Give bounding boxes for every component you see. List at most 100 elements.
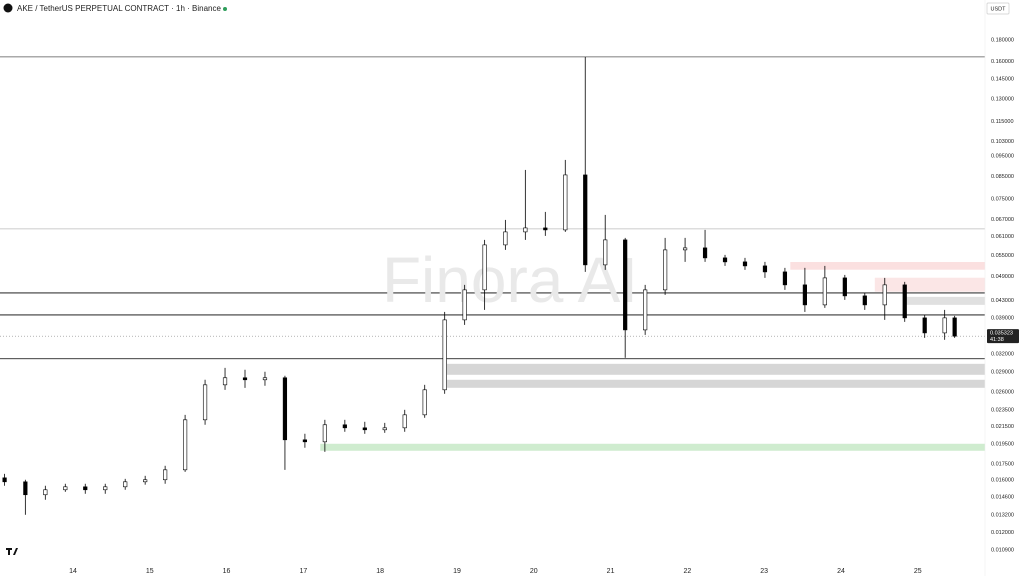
candle-body [682, 247, 688, 251]
candle-body [583, 174, 588, 266]
x-tick-label: 21 [607, 568, 615, 575]
candle-body [503, 231, 508, 246]
candle-body [402, 414, 407, 429]
y-tick-label: 0.012000 [991, 530, 1014, 536]
x-tick-label: 19 [453, 568, 461, 575]
currency-button[interactable] [986, 2, 1010, 15]
candle-body [942, 317, 947, 334]
candle-body [902, 284, 907, 319]
last-price-box [987, 329, 1019, 344]
candle-body [422, 389, 427, 416]
y-tick-label: 0.032000 [991, 352, 1014, 358]
candle-body [802, 284, 807, 306]
y-tick-label: 0.017500 [991, 461, 1014, 467]
y-tick-label: 0.043000 [991, 298, 1014, 304]
watermark: Finora AI [382, 244, 638, 316]
zone [446, 379, 985, 388]
candle-body [762, 265, 768, 273]
candle-body [482, 244, 487, 291]
candle-body [462, 289, 467, 321]
candle-body [862, 295, 867, 306]
candle-body [563, 174, 568, 231]
candle-body [822, 277, 827, 306]
candle-body [922, 317, 927, 334]
x-tick-label: 18 [376, 568, 384, 575]
candle-body [302, 439, 308, 443]
y-tick-label: 0.026000 [991, 389, 1014, 395]
candle-body [63, 486, 68, 491]
candle-body [543, 227, 548, 231]
y-tick-label: 0.075000 [991, 197, 1014, 203]
currency-label[interactable]: USDT [991, 6, 1007, 12]
x-tick-label: 20 [530, 568, 538, 575]
candle-body [202, 384, 208, 421]
x-tick-label: 14 [69, 568, 77, 575]
y-tick-label: 0.180000 [991, 37, 1014, 43]
y-tick-label: 0.095000 [991, 154, 1014, 160]
candle-body [623, 239, 628, 331]
y-tick-label: 0.014600 [991, 494, 1014, 500]
candle-body [262, 377, 268, 381]
symbol-icon[interactable] [3, 3, 13, 13]
x-tick-label: 17 [299, 568, 307, 575]
x-tick-label: 24 [837, 568, 845, 575]
y-tick-label: 0.010900 [991, 547, 1014, 553]
chart-title[interactable]: AKE / TetherUS PERPETUAL CONTRACT · 1h ·… [17, 4, 221, 13]
y-tick-label: 0.021500 [991, 424, 1014, 430]
tradingview-logo[interactable] [6, 548, 18, 555]
candle-body [742, 261, 748, 267]
x-tick-label: 23 [760, 568, 768, 575]
y-tick-label: 0.055000 [991, 253, 1014, 259]
zone [874, 277, 985, 292]
y-tick-label: 0.067000 [991, 217, 1014, 223]
y-tick-label: 0.103000 [991, 139, 1014, 145]
candle-body [83, 486, 88, 491]
candle-body [663, 249, 668, 291]
y-tick-label: 0.145000 [991, 77, 1014, 83]
x-tick-label: 22 [683, 568, 691, 575]
y-tick-label: 0.029000 [991, 369, 1014, 375]
candle-body [362, 427, 367, 431]
candle-body [643, 289, 648, 331]
candle-body [23, 481, 28, 496]
candle-body [2, 477, 7, 483]
candle-body [43, 489, 48, 496]
x-tick-label: 16 [223, 568, 231, 575]
candle-body [722, 257, 728, 263]
candle-body [882, 284, 887, 306]
candle-body [952, 317, 957, 337]
y-tick-label: 0.130000 [991, 97, 1014, 103]
candle-body [123, 481, 128, 488]
y-tick-label: 0.019500 [991, 442, 1014, 448]
zone [790, 262, 985, 270]
last-price-label: 0.035323 [990, 331, 1013, 337]
candle-body [322, 424, 327, 443]
y-tick-label: 0.039000 [991, 316, 1014, 322]
countdown-label: 41:38 [990, 337, 1004, 343]
y-tick-label: 0.160000 [991, 59, 1014, 65]
y-tick-label: 0.023500 [991, 408, 1014, 414]
y-tick-label: 0.085000 [991, 174, 1014, 180]
candle-body [702, 247, 708, 259]
candle-body [442, 319, 447, 391]
x-tick-label: 15 [146, 568, 154, 575]
y-tick-label: 0.049000 [991, 274, 1014, 280]
plot-area [0, 56, 985, 451]
status-dot [223, 7, 227, 11]
y-tick-label: 0.013200 [991, 513, 1014, 519]
candle-body [782, 271, 788, 286]
candle-body [103, 486, 108, 491]
candle-body [143, 479, 148, 483]
y-tick-label: 0.061000 [991, 234, 1014, 240]
zone [446, 363, 985, 375]
candle-body [842, 277, 847, 297]
candle-body [382, 427, 387, 431]
candle-body [163, 469, 168, 481]
candle-body [242, 377, 248, 381]
x-tick-label: 25 [914, 568, 922, 575]
candle-body [603, 239, 608, 266]
candle-body [523, 227, 528, 233]
candle-body [222, 377, 228, 386]
